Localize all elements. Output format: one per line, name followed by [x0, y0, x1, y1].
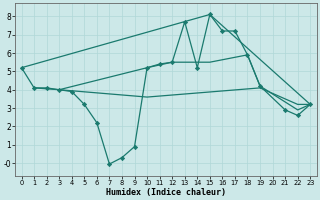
X-axis label: Humidex (Indice chaleur): Humidex (Indice chaleur): [106, 188, 226, 197]
